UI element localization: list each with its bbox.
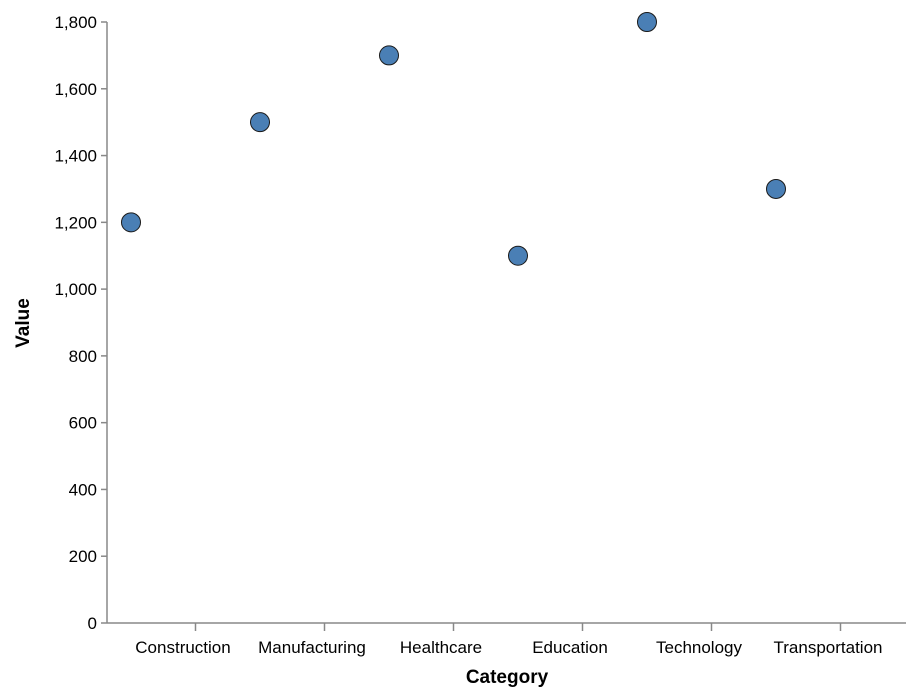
x-axis: Construction Manufacturing Healthcare Educa… — [107, 622, 906, 657]
x-tick-label: Education — [532, 638, 608, 657]
y-tick-label: 200 — [69, 547, 97, 566]
x-tick-label: Construction — [135, 638, 230, 657]
y-tick-label: 1,600 — [54, 80, 97, 99]
data-point — [508, 245, 528, 266]
x-axis-title: Category — [466, 667, 549, 688]
y-tick-label: 1,000 — [54, 280, 97, 299]
data-points — [121, 12, 786, 266]
x-tick-label: Transportation — [774, 638, 883, 657]
y-axis-title: Value — [13, 298, 34, 348]
data-point — [637, 12, 657, 32]
y-axis: 0 200 400 600 800 1,000 1,200 1,400 1,600 1,800 — [54, 13, 108, 633]
data-point — [250, 112, 270, 133]
y-tick-label: 400 — [69, 480, 97, 499]
y-tick-label: 800 — [69, 347, 97, 366]
y-tick-label: 1,200 — [54, 213, 97, 232]
y-tick-label: 1,800 — [54, 13, 97, 32]
x-tick-label: Technology — [656, 638, 743, 657]
data-point — [379, 45, 399, 66]
data-point — [121, 212, 141, 233]
y-tick-label: 1,400 — [54, 147, 97, 166]
x-tick-label: Healthcare — [400, 638, 482, 657]
y-tick-label: 600 — [69, 414, 97, 433]
data-point — [766, 178, 786, 199]
y-tick-label: 0 — [88, 614, 97, 633]
x-tick-label: Manufacturing — [258, 638, 366, 657]
